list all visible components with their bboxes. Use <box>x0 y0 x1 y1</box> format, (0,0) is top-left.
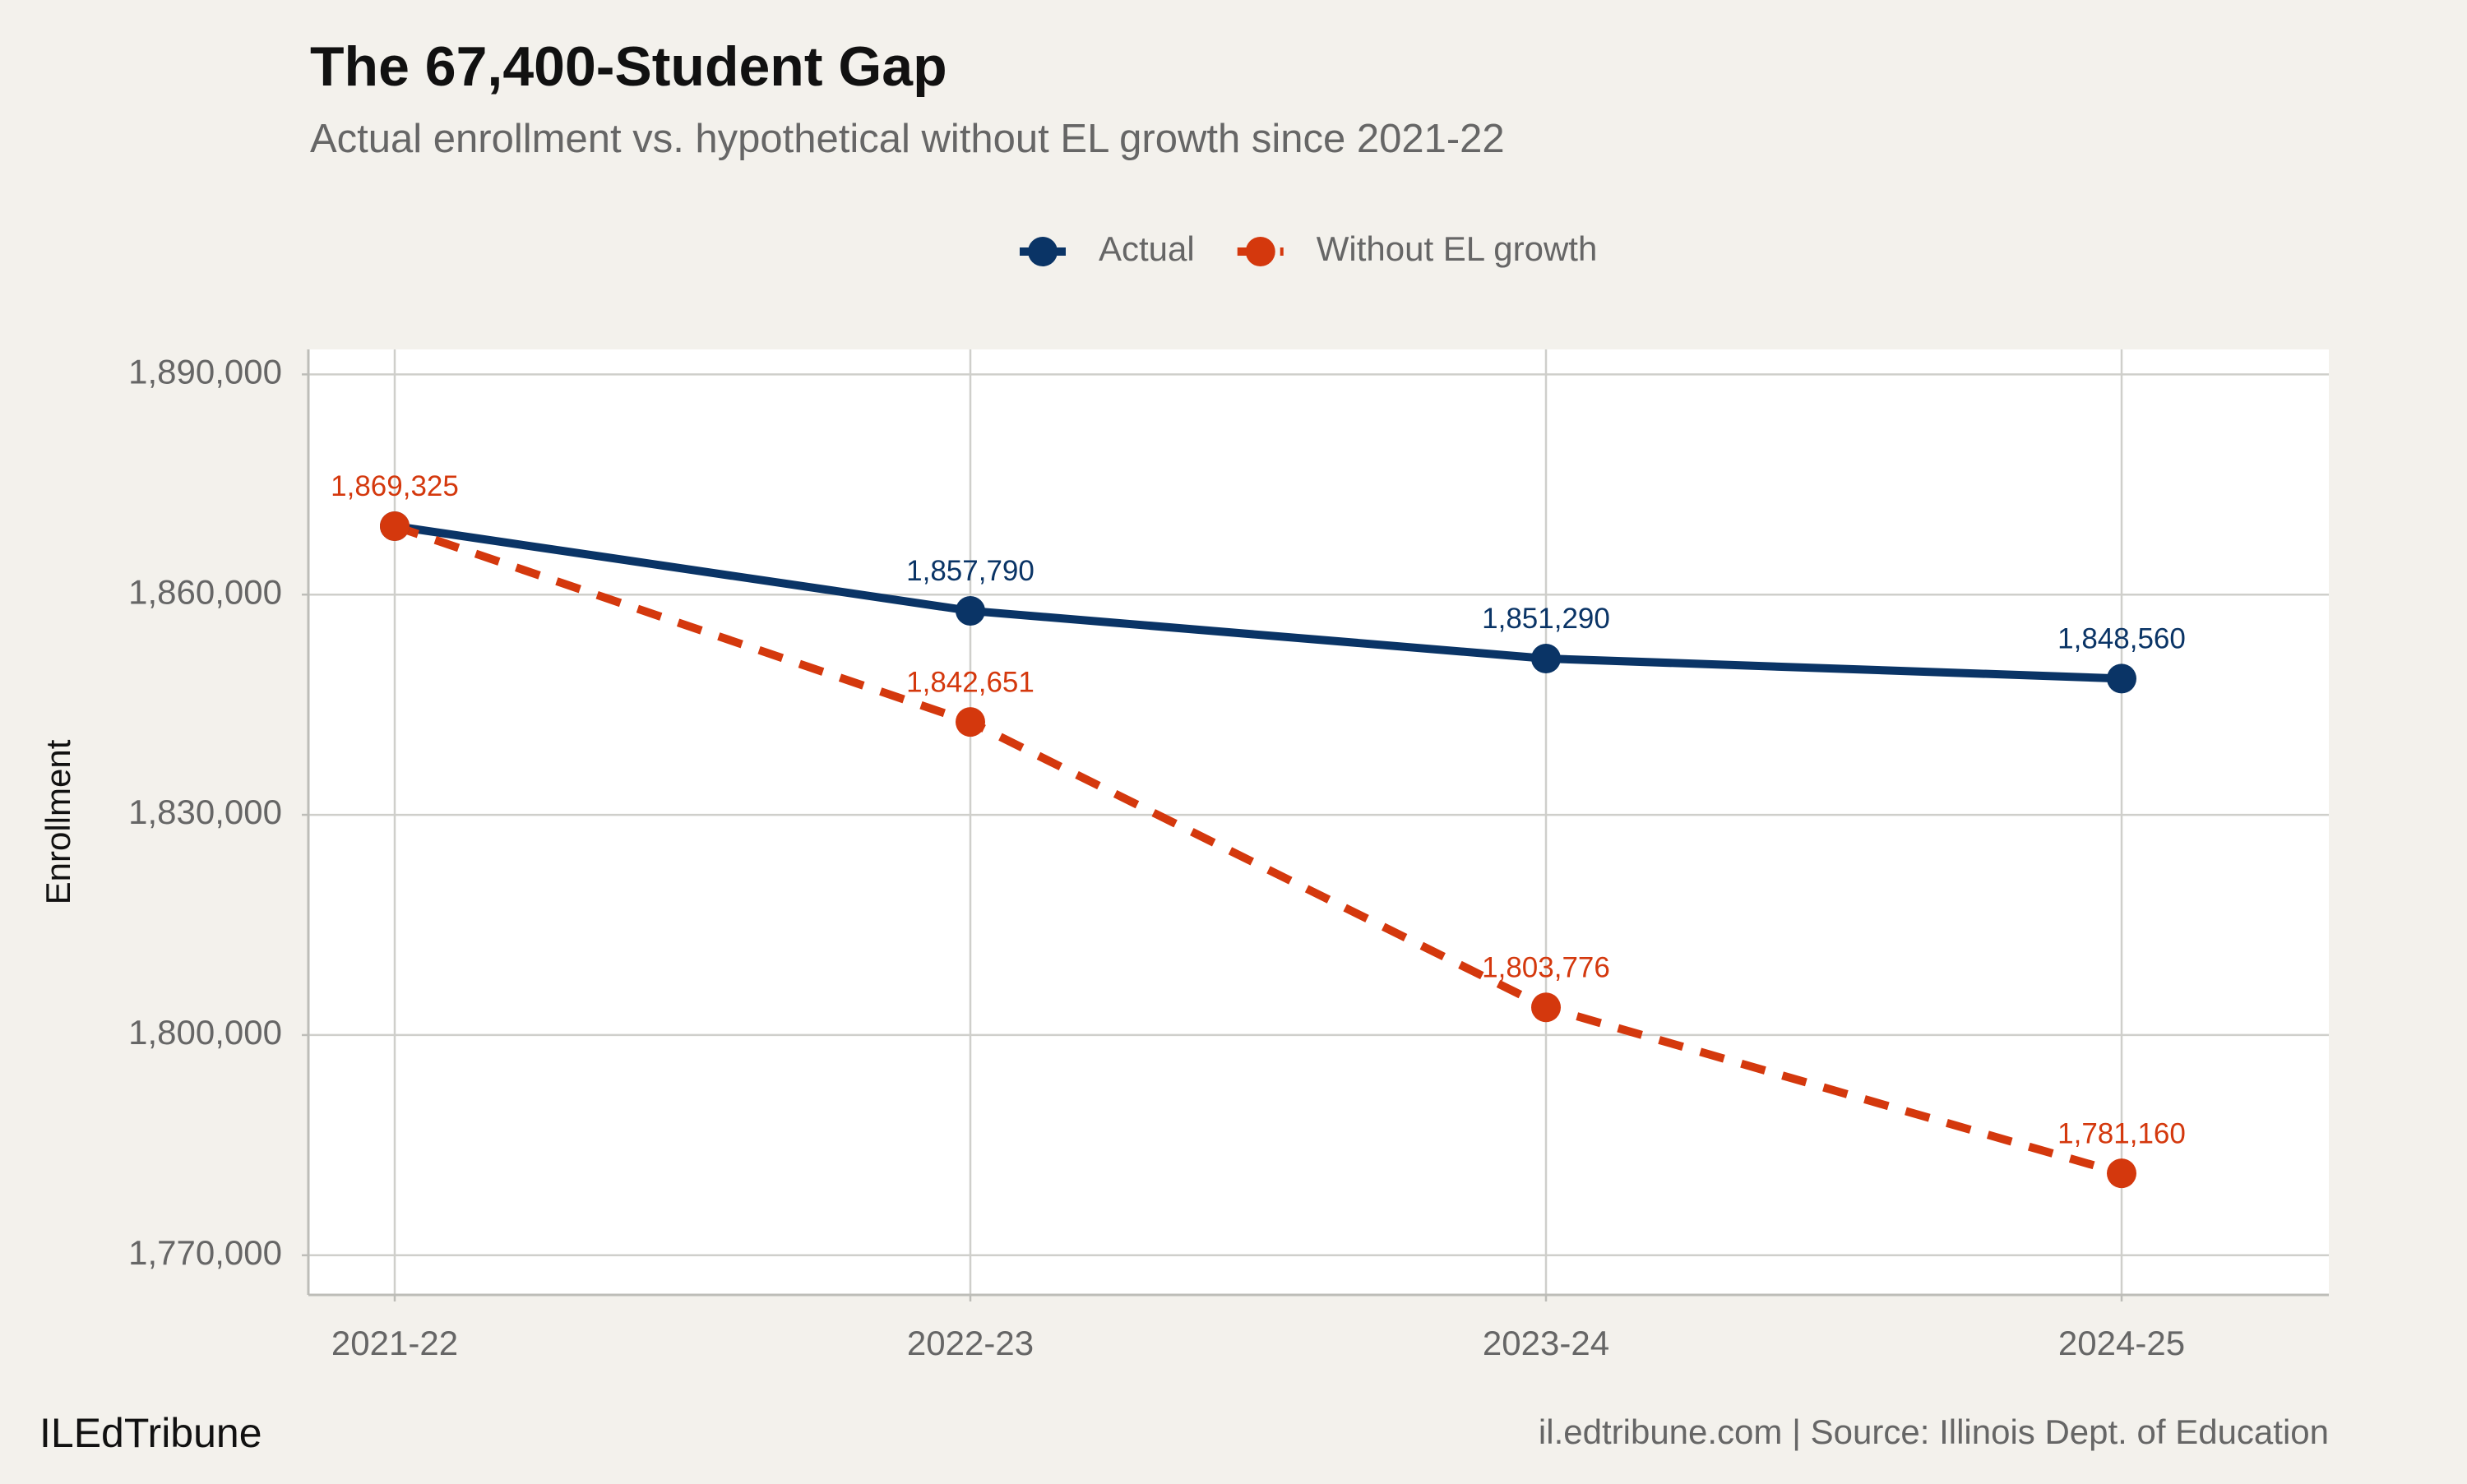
data-label: 1,848,560 <box>2057 623 2186 655</box>
data-point <box>956 595 985 626</box>
legend-label: Actual <box>1099 229 1195 268</box>
data-point <box>2107 663 2136 694</box>
y-tick-label: 1,860,000 <box>128 572 282 611</box>
data-label: 1,851,290 <box>1482 603 1610 635</box>
x-tick-label: 2024-25 <box>2058 1324 2185 1362</box>
series-line <box>393 522 2123 1177</box>
data-label: 1,781,160 <box>2057 1117 2186 1149</box>
footer-brand: ILEdTribune <box>39 1410 262 1456</box>
data-point <box>956 707 985 737</box>
legend-marker <box>1245 237 1275 266</box>
chart-subtitle: Actual enrollment vs. hypothetical witho… <box>310 117 1505 161</box>
y-tick-label: 1,770,000 <box>128 1233 282 1272</box>
legend-label: Without EL growth <box>1317 229 1598 268</box>
data-point <box>1531 643 1561 673</box>
legend-marker <box>1028 237 1058 266</box>
x-tick-label: 2023-24 <box>1483 1324 1609 1362</box>
grid: 1,770,000 1,800,000 1,830,000 1,860,000 1,89… <box>128 349 2329 1362</box>
legend: Actual Without EL growth <box>1020 229 1597 268</box>
data-label: 1,803,776 <box>1482 951 1610 983</box>
x-tick-label: 2022-23 <box>907 1324 1034 1362</box>
plot-area <box>308 349 2329 1295</box>
footer-source: il.edtribune.com | Source: Illinois Dept… <box>1539 1412 2329 1451</box>
data-label: 1,842,651 <box>906 666 1034 698</box>
y-tick-label: 1,890,000 <box>128 352 282 391</box>
y-tick-label: 1,800,000 <box>128 1013 282 1052</box>
y-axis-title: Enrollment <box>39 739 77 904</box>
x-tick-label: 2021-22 <box>331 1324 458 1362</box>
y-tick-label: 1,830,000 <box>128 793 282 831</box>
chart-title: The 67,400-Student Gap <box>310 35 947 98</box>
series-line <box>394 522 2122 683</box>
data-point <box>1531 992 1561 1023</box>
data-label: 1,857,790 <box>906 555 1034 587</box>
marks: 1,857,790 1,851,290 1,848,560 1,869,325 1,84… <box>331 470 2186 1189</box>
data-label: 1,869,325 <box>331 470 459 502</box>
data-point <box>2107 1158 2136 1189</box>
data-point <box>380 511 410 541</box>
